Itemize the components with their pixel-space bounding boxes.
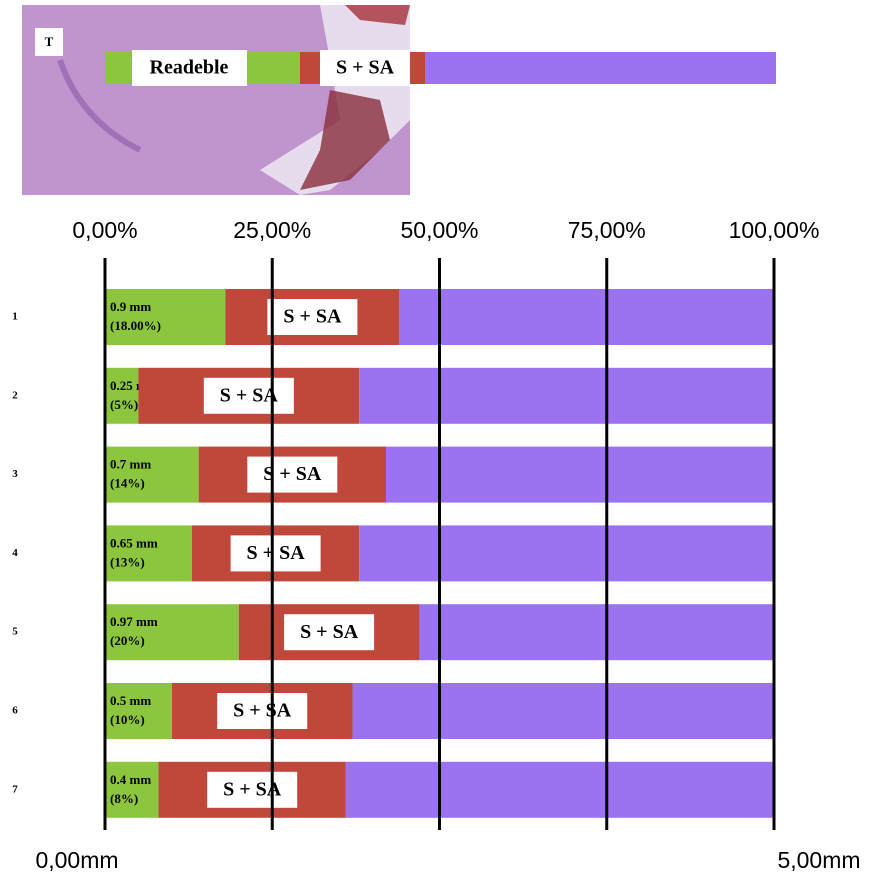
- x-tick-label: 75,00%: [568, 217, 646, 243]
- x-tick-label: 0,00%: [72, 217, 137, 243]
- bar-segment: [105, 761, 159, 818]
- bar-segment: [419, 604, 774, 661]
- legend-swatch: [425, 52, 776, 84]
- x-tick-label: 100,00%: [729, 217, 820, 243]
- data-label: 0.7 mm: [110, 457, 151, 472]
- bar-segment: [399, 289, 774, 345]
- bar-segment: [105, 683, 172, 739]
- y-tick-label: 1: [12, 311, 18, 323]
- x2-tick-label: 5,00mm: [777, 847, 860, 873]
- data-label: (14%): [110, 476, 145, 491]
- data-label: 0.9 mm: [110, 299, 151, 314]
- segment-label: S + SA: [223, 778, 282, 800]
- segment-label-box: [247, 456, 338, 493]
- bar-segment: [352, 683, 774, 739]
- y-tick-label: 7: [12, 783, 18, 795]
- bar-segment: [105, 446, 199, 503]
- bar-segment: [105, 289, 226, 345]
- bar-segment: [385, 446, 774, 503]
- image-label: T: [45, 34, 54, 49]
- segment-label: S + SA: [247, 542, 306, 564]
- data-label: (8%): [110, 791, 138, 806]
- segment-label-box: [217, 693, 308, 729]
- bar-segment: [359, 525, 774, 582]
- x2-tick-label: 0,00mm: [35, 847, 118, 873]
- legend: Readeble S + SA: [105, 50, 776, 86]
- segment-label-box: [230, 535, 321, 572]
- legend-label: Readeble: [150, 57, 229, 79]
- legend-label: S + SA: [336, 57, 395, 79]
- data-label: (13%): [110, 554, 145, 569]
- bar-segment: [345, 761, 774, 818]
- segment-label: S + SA: [283, 306, 342, 328]
- y-tick-label: 5: [12, 626, 18, 638]
- data-label: 0.97 mm: [110, 614, 158, 629]
- segment-label-box: [267, 299, 358, 335]
- segment-label-box: [203, 377, 294, 414]
- segment-label-box: [284, 614, 375, 651]
- bar-segment: [105, 525, 192, 582]
- segment-label: S + SA: [233, 700, 292, 722]
- bar-segment: [105, 604, 239, 661]
- data-label: 0.5 mm: [110, 693, 151, 708]
- y-tick-label: 6: [12, 705, 18, 717]
- histology-image: T: [22, 5, 410, 195]
- x-tick-label: 25,00%: [233, 217, 311, 243]
- data-label: (20%): [110, 633, 145, 648]
- bar-segment: [359, 367, 774, 424]
- data-label: (10%): [110, 712, 145, 727]
- data-label: (18.00%): [110, 318, 161, 333]
- segment-label: S + SA: [300, 621, 359, 643]
- segment-label: S + SA: [220, 384, 279, 406]
- data-label: 0.4 mm: [110, 772, 151, 787]
- data-label: (5%): [110, 397, 138, 412]
- segment-label: S + SA: [263, 463, 322, 485]
- y-tick-label: 3: [12, 468, 18, 480]
- y-tick-label: 2: [12, 389, 18, 401]
- segment-label-box: [207, 771, 298, 808]
- bar-segment: [105, 367, 139, 424]
- data-label: 0.65 mm: [110, 535, 158, 550]
- x-tick-label: 50,00%: [400, 217, 478, 243]
- y-tick-label: 4: [12, 547, 18, 559]
